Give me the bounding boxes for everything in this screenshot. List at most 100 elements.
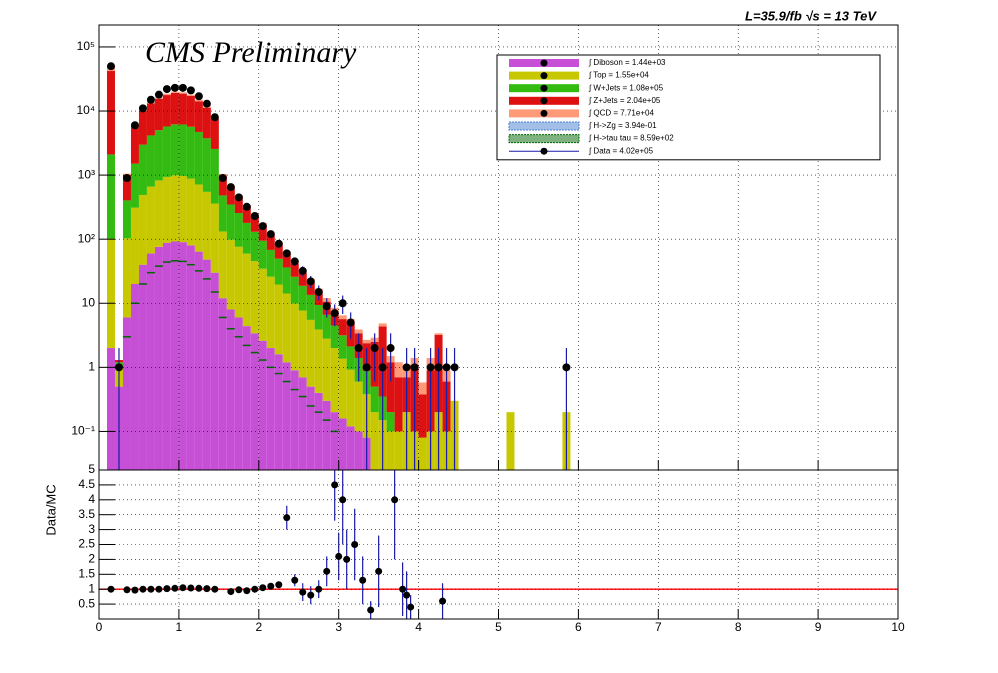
histogram-bar [106,71,115,155]
histogram-bar [170,124,179,176]
histogram-bar [362,339,371,344]
histogram-bar [266,235,275,250]
ratio-point [335,552,343,560]
x-tick-label: 9 [815,620,822,634]
y-tick-label: 10 [82,295,96,309]
y-tick-label: 10² [78,231,95,245]
ratio-point [307,591,315,599]
histogram-bar [314,304,323,330]
y-tick-label: 1 [88,581,95,595]
histogram-bar [370,386,379,413]
histogram-bar [378,323,387,327]
data-point [314,287,323,296]
legend-label: ∫ Z+Jets = 2.04e+05 [588,96,661,105]
histogram-bar [298,272,307,286]
data-point [434,363,443,372]
data-point [346,318,355,327]
histogram-bar [338,335,347,359]
data-point [442,363,451,372]
data-point [378,363,387,372]
y-tick-label: 4 [88,492,95,506]
histogram-bar [314,329,323,393]
frame [98,469,899,620]
legend: ∫ Diboson = 1.44e+03 ∫ Top = 1.55e+04 ∫ W+… [496,54,881,161]
data-point [186,86,195,95]
ratio-point [283,514,291,522]
legend-label: ∫ QCD = 7.71e+04 [588,109,654,118]
histogram-bar [290,276,299,304]
histogram-bar [106,238,115,349]
histogram-bar [250,231,259,262]
histogram-bar [242,253,251,327]
ratio-point [155,585,163,593]
y-tick-label: 10⁵ [77,39,95,53]
data-point [114,363,123,372]
ratio-point [131,586,139,594]
histogram-bar [354,329,363,334]
histogram-bar [274,354,283,470]
ratio-point [299,588,307,596]
x-tick-label: 3 [335,620,342,634]
histogram-bar [266,276,275,349]
histogram-bar [242,222,251,254]
histogram-bar [178,93,187,125]
histogram-bar [298,377,307,470]
histogram-bar [258,225,267,241]
histogram-bar [162,176,171,243]
data-point [274,239,283,248]
legend-label: ∫ Diboson = 1.44e+03 [588,58,666,67]
histogram-bar [306,294,315,320]
histogram-bar [162,242,171,470]
histogram-bar [170,91,179,93]
histogram-bar [194,101,203,132]
histogram-bar [138,194,147,265]
histogram-bar [338,358,347,419]
histogram-bar [210,118,219,149]
y-tick-label: 1 [88,360,95,374]
histogram-bar [226,309,235,470]
y-tick-label: 4.5 [78,477,95,491]
histogram-bar [250,215,259,232]
ratio-point [211,585,219,593]
data-point [298,266,307,275]
histogram-bar [186,126,195,179]
data-point [250,212,259,221]
histogram-bar [202,191,211,260]
data-point [234,193,243,202]
legend-swatch [540,72,548,80]
ratio-point [195,584,203,592]
histogram-bar [154,130,163,181]
data-point [266,230,275,239]
histogram-bar [186,95,195,127]
histogram-bar [130,207,139,284]
histogram-bar [202,259,211,470]
histogram-bar [194,99,203,102]
histogram-bar [170,175,179,242]
histogram-bar [186,94,195,96]
x-tick-label: 6 [575,620,582,634]
legend-swatch [540,84,548,92]
data-point [130,121,139,130]
histogram-bar [346,369,355,427]
legend-swatch [540,109,548,117]
data-point [258,222,267,231]
data-point [154,90,163,99]
data-point [306,277,315,286]
ratio-point [403,591,411,599]
histogram-bar [298,310,307,378]
data-point [122,174,131,183]
legend-swatch [540,147,548,155]
ratio-point [439,597,447,605]
data-point [218,174,227,183]
histogram-bar [290,263,299,277]
histogram-bar [354,381,363,432]
ratio-point [339,496,347,504]
histogram-bar [186,245,195,470]
histogram-bar [178,242,187,470]
x-tick-label: 4 [415,620,422,634]
histogram-bar [258,268,267,341]
histogram-bar [154,180,163,247]
x-tick-label: 2 [255,620,262,634]
legend-label: ∫ W+Jets = 1.08e+05 [588,83,664,92]
data-point [242,202,251,211]
